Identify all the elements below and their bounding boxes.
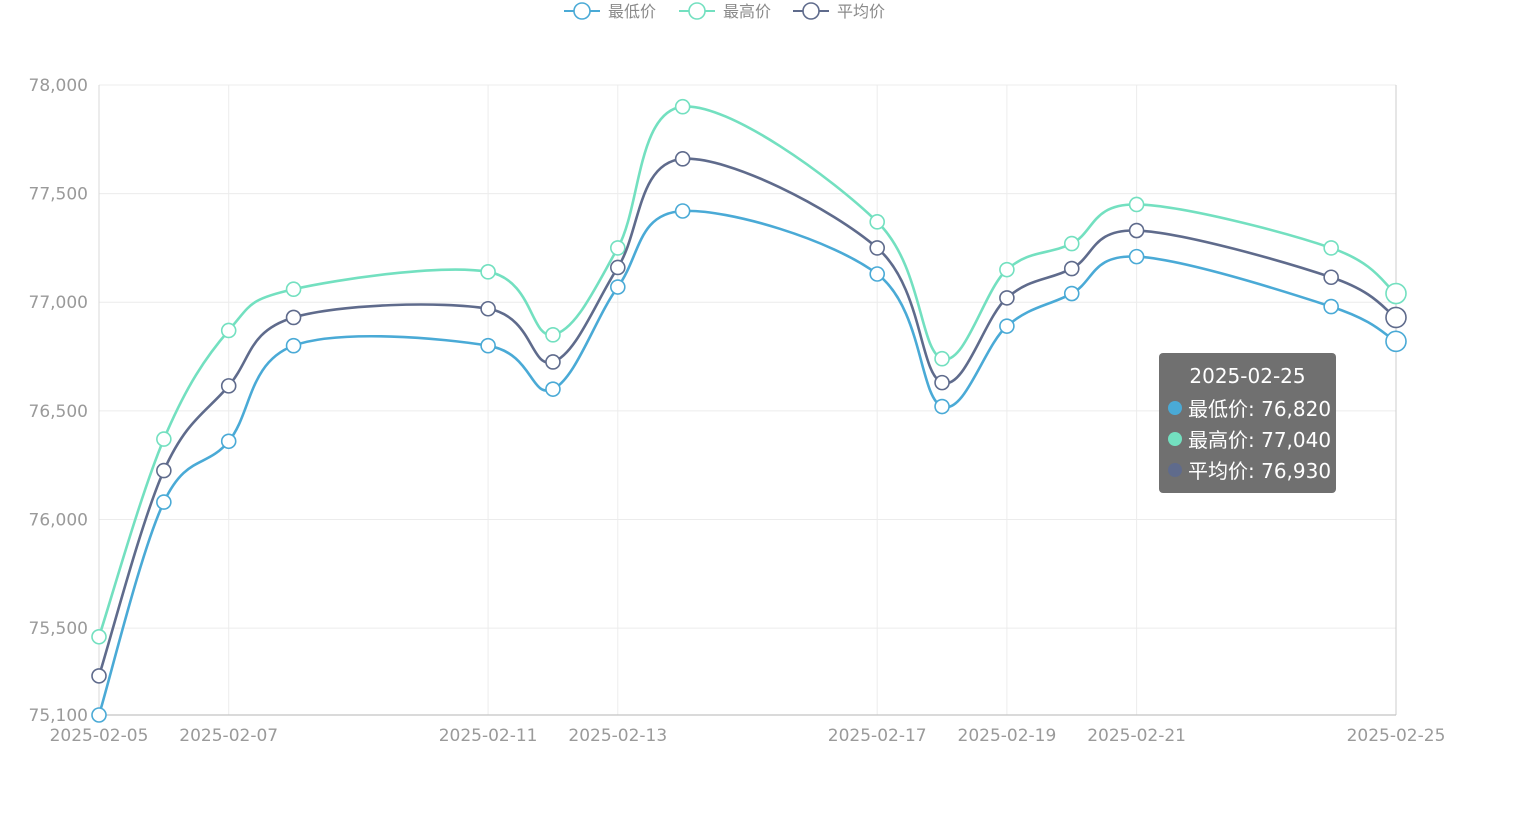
data-point bbox=[869, 240, 886, 256]
tooltip-dot-highest bbox=[1168, 431, 1182, 446]
data-point bbox=[545, 381, 561, 397]
legend-item-lowest: 最低价 bbox=[564, 2, 656, 21]
data-point bbox=[1323, 240, 1339, 256]
data-point bbox=[545, 327, 561, 343]
data-point bbox=[869, 214, 886, 230]
data-point bbox=[91, 668, 107, 684]
data-point bbox=[156, 494, 172, 510]
data-point bbox=[1323, 298, 1339, 315]
data-point bbox=[1385, 306, 1407, 329]
data-point bbox=[869, 266, 886, 282]
data-point bbox=[91, 707, 107, 723]
legend-item-highest: 最高价 bbox=[679, 2, 771, 21]
legend-marker bbox=[802, 2, 820, 20]
data-point bbox=[220, 322, 237, 339]
data-point bbox=[480, 300, 496, 317]
x-tick-label: 2025-02-21 bbox=[1087, 726, 1186, 746]
tooltip-dot-lowest bbox=[1168, 400, 1182, 415]
tooltip-text-average: 平均价: 76,930 bbox=[1188, 459, 1332, 483]
tooltip-row-lowest: 最低价: 76,820 bbox=[1168, 392, 1336, 423]
x-tick-label: 2025-02-17 bbox=[828, 726, 927, 746]
series-highest bbox=[91, 98, 1407, 645]
series-line-lowest bbox=[97, 209, 1397, 716]
y-tick-label: 75,100 bbox=[29, 706, 88, 726]
data-point bbox=[1385, 282, 1407, 305]
data-point bbox=[545, 354, 561, 370]
y-tick-label: 77,000 bbox=[29, 293, 88, 313]
data-point bbox=[1063, 285, 1080, 302]
tooltip-text-lowest: 最低价: 76,820 bbox=[1188, 397, 1332, 421]
data-point bbox=[1323, 269, 1339, 286]
series-average bbox=[91, 151, 1407, 684]
data-point bbox=[934, 398, 950, 415]
data-point bbox=[1063, 260, 1080, 277]
tooltip: 2025-02-25 最低价: 76,820 最高价: 77,040 平均价: … bbox=[1159, 353, 1336, 493]
data-point bbox=[999, 290, 1015, 306]
data-point bbox=[999, 261, 1015, 278]
legend-label: 最低价 bbox=[608, 2, 656, 21]
tooltip-dot-average bbox=[1168, 462, 1182, 477]
data-point bbox=[1128, 222, 1145, 239]
data-point bbox=[285, 281, 302, 298]
x-tick-label: 2025-02-07 bbox=[179, 726, 278, 746]
data-point bbox=[674, 151, 691, 167]
x-tick-label: 2025-02-19 bbox=[958, 726, 1057, 746]
data-point bbox=[1128, 196, 1145, 213]
y-tick-label: 78,000 bbox=[29, 76, 88, 96]
data-point bbox=[156, 431, 172, 447]
tooltip-row-highest: 最高价: 77,040 bbox=[1168, 423, 1336, 454]
data-point bbox=[674, 203, 691, 219]
x-tick-label: 2025-02-25 bbox=[1347, 726, 1446, 746]
data-point bbox=[220, 378, 237, 394]
legend-item-average: 平均价 bbox=[793, 2, 885, 21]
legend-marker bbox=[573, 2, 591, 20]
data-point bbox=[934, 374, 950, 391]
x-tick-label: 2025-02-05 bbox=[50, 726, 149, 746]
series-line-average bbox=[97, 157, 1397, 677]
data-point bbox=[285, 337, 302, 354]
x-tick-label: 2025-02-13 bbox=[568, 726, 667, 746]
data-point bbox=[1128, 248, 1145, 265]
data-point bbox=[609, 279, 626, 295]
y-tick-label: 76,500 bbox=[29, 402, 88, 422]
tooltip-row-average: 平均价: 76,930 bbox=[1168, 454, 1336, 485]
data-point bbox=[480, 337, 496, 354]
legend-label: 平均价 bbox=[837, 2, 885, 21]
legend-label: 最高价 bbox=[723, 2, 771, 21]
data-point bbox=[156, 462, 172, 479]
y-tick-label: 76,000 bbox=[29, 510, 88, 530]
data-point bbox=[609, 240, 626, 256]
y-tick-label: 75,500 bbox=[29, 619, 88, 639]
data-point bbox=[480, 264, 496, 280]
tooltip-text-highest: 最高价: 77,040 bbox=[1188, 428, 1332, 452]
tooltip-title: 2025-02-25 bbox=[1189, 364, 1306, 388]
series-lowest bbox=[91, 203, 1407, 723]
legend-marker bbox=[688, 2, 706, 20]
data-point bbox=[934, 350, 950, 367]
x-tick-label: 2025-02-11 bbox=[439, 726, 538, 746]
data-point bbox=[1063, 235, 1080, 252]
data-point bbox=[674, 98, 691, 115]
data-point bbox=[91, 628, 107, 645]
data-point bbox=[285, 309, 302, 326]
y-tick-label: 77,500 bbox=[29, 185, 88, 205]
data-point bbox=[1385, 330, 1407, 353]
data-point bbox=[220, 433, 237, 450]
data-point bbox=[999, 318, 1015, 334]
data-point bbox=[609, 259, 626, 276]
